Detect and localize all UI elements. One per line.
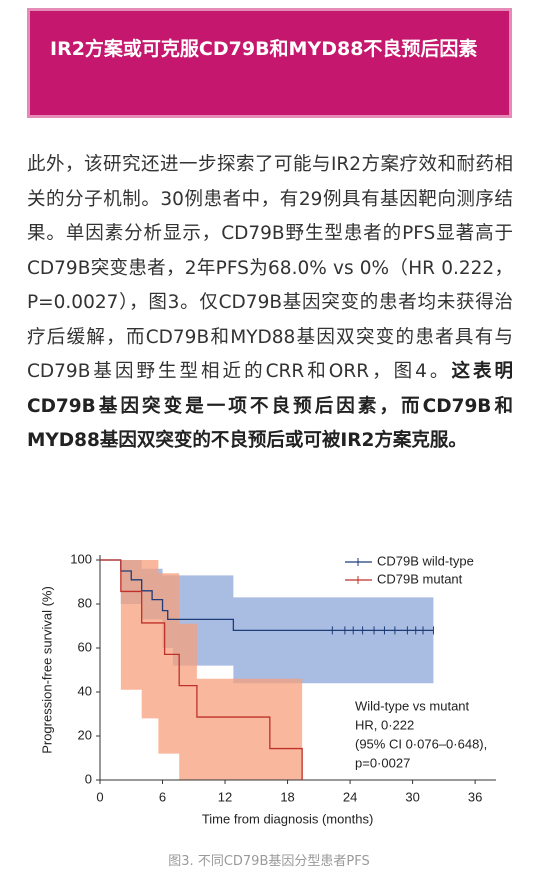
x-tick-label: 18: [280, 789, 294, 804]
y-tick-label: 60: [78, 639, 92, 654]
annotation: (95% CI 0·076–0·648),: [355, 736, 487, 751]
annotation: HR, 0·222: [355, 717, 414, 732]
x-tick-label: 36: [468, 789, 482, 804]
y-tick-label: 0: [85, 771, 92, 786]
x-axis-label: Time from diagnosis (months): [202, 811, 373, 826]
caption: 图3. 不同CD79B基因分型患者PFS: [168, 854, 370, 869]
bold-text: 这表明CD79B基因突变是一项不良预后因素，而CD79B和MYD88基因双突变的…: [27, 361, 513, 451]
confidence-band: [100, 560, 303, 780]
header-title: IR2方案或可克服CD79B和MYD88不良预后因素: [50, 38, 478, 60]
y-tick-label: 100: [70, 551, 92, 566]
annotation: p=0·0027: [355, 755, 410, 770]
paragraph: 此外，该研究还进一步探索了可能与IR2方案疗效和耐药相关的分子机制。30例患者中…: [27, 154, 513, 382]
y-tick-label: 80: [78, 595, 92, 610]
x-tick-label: 0: [96, 789, 103, 804]
y-tick-label: 20: [78, 727, 92, 742]
chart: 0 20 40 60 80 100 0 6 12 18 24 30 36 CD79B wild-type C…: [39, 551, 496, 826]
legend-label: CD79B mutant: [377, 571, 463, 586]
header-box: IR2方案或可克服CD79B和MYD88不良预后因素: [27, 8, 512, 118]
legend-label: CD79B wild-type: [377, 553, 474, 568]
x-tick-label: 24: [343, 789, 357, 804]
x-tick-label: 12: [218, 789, 232, 804]
x-tick-label: 30: [405, 789, 419, 804]
survival-line: [100, 559, 434, 632]
body-text: 此外，该研究还进一步探索了可能与IR2方案疗效和耐药相关的分子机制。30例患者中…: [27, 148, 513, 459]
annotation: Wild-type vs mutant: [355, 698, 470, 713]
y-axis-label: Progression-free survival (%): [39, 586, 54, 754]
y-tick-label: 40: [78, 683, 92, 698]
x-tick-label: 6: [159, 789, 166, 804]
survival-line: [100, 559, 303, 780]
